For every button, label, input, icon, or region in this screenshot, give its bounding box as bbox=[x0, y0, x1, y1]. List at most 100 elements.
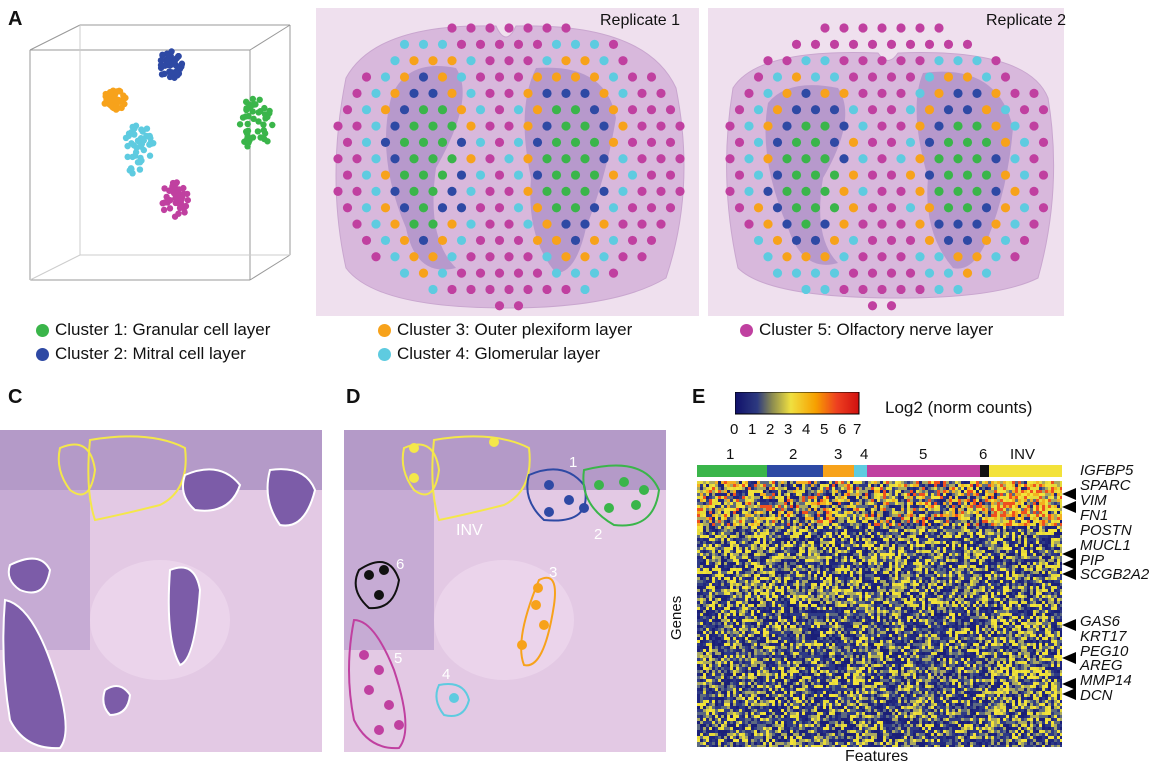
heatmap-cell bbox=[1033, 574, 1036, 577]
heatmap-cell bbox=[919, 550, 922, 553]
heatmap-cell bbox=[886, 541, 889, 544]
heatmap-cell bbox=[1006, 577, 1009, 580]
spatial-spot bbox=[466, 121, 476, 131]
heatmap-cell bbox=[856, 550, 859, 553]
heatmap-cell bbox=[955, 550, 958, 553]
heatmap-cell bbox=[907, 490, 910, 493]
heatmap-cell bbox=[1051, 535, 1054, 538]
heatmap-cell bbox=[874, 532, 877, 535]
heatmap-cell bbox=[919, 484, 922, 487]
heatmap-cell bbox=[706, 535, 709, 538]
heatmap-cell bbox=[748, 499, 751, 502]
heatmap-cell bbox=[844, 556, 847, 559]
heatmap-cell bbox=[994, 514, 997, 517]
heatmap-cell bbox=[958, 523, 961, 526]
heatmap-cell bbox=[1009, 580, 1012, 583]
heatmap-cell bbox=[796, 511, 799, 514]
heatmap-cell bbox=[1003, 562, 1006, 565]
heatmap-cell bbox=[793, 559, 796, 562]
heatmap-cell bbox=[709, 499, 712, 502]
heatmap-cell bbox=[814, 565, 817, 568]
heatmap-cell bbox=[946, 562, 949, 565]
heatmap-cell bbox=[958, 553, 961, 556]
heatmap-cell bbox=[748, 574, 751, 577]
heatmap-cell bbox=[943, 544, 946, 547]
spatial-spot bbox=[801, 252, 811, 262]
heatmap-cell bbox=[817, 487, 820, 490]
heatmap-cell bbox=[745, 547, 748, 550]
heatmap-cell bbox=[859, 571, 862, 574]
heatmap-cell bbox=[769, 562, 772, 565]
heatmap-cell bbox=[1012, 580, 1015, 583]
heatmap-cell bbox=[1015, 562, 1018, 565]
heatmap-cell bbox=[745, 502, 748, 505]
heatmap-cell bbox=[856, 505, 859, 508]
heatmap-cell bbox=[832, 562, 835, 565]
heatmap-cell bbox=[832, 532, 835, 535]
heatmap-cell bbox=[1060, 562, 1062, 565]
heatmap-cell bbox=[862, 487, 865, 490]
spatial-spot bbox=[810, 203, 821, 213]
heatmap-cell bbox=[877, 571, 880, 574]
heatmap-cell bbox=[1033, 544, 1036, 547]
heatmap-cell bbox=[724, 529, 727, 532]
heatmap-cell bbox=[832, 571, 835, 574]
heatmap-cell bbox=[922, 547, 925, 550]
heatmap-cell bbox=[784, 502, 787, 505]
heatmap-cell bbox=[955, 490, 958, 493]
heatmap-cell bbox=[742, 487, 745, 490]
spatial-spot bbox=[513, 301, 524, 311]
heatmap-cell bbox=[868, 496, 871, 499]
heatmap-cell bbox=[712, 508, 715, 511]
spatial-spot bbox=[475, 39, 486, 49]
heatmap-cell bbox=[1003, 496, 1006, 499]
heatmap-cell bbox=[766, 577, 769, 580]
heatmap-cell bbox=[943, 484, 946, 487]
heatmap-cell bbox=[763, 538, 766, 541]
heatmap-cell bbox=[1033, 520, 1036, 523]
heatmap-cell bbox=[1018, 508, 1021, 511]
heatmap-cell bbox=[1027, 487, 1030, 490]
heatmap-cell bbox=[748, 541, 751, 544]
heatmap-cell bbox=[769, 526, 772, 529]
heatmap-cell bbox=[802, 484, 805, 487]
heatmap-cell bbox=[829, 490, 832, 493]
heatmap-cell bbox=[877, 565, 880, 568]
heatmap-cell bbox=[796, 556, 799, 559]
heatmap-cell bbox=[757, 493, 760, 496]
heatmap-cell bbox=[994, 556, 997, 559]
heatmap-cell bbox=[913, 547, 916, 550]
heatmap-cell bbox=[916, 529, 919, 532]
heatmap-cell bbox=[793, 505, 796, 508]
heatmap-cell bbox=[859, 520, 862, 523]
spatial-spot bbox=[820, 56, 830, 66]
heatmap-cell bbox=[973, 493, 976, 496]
heatmap-cell bbox=[841, 538, 844, 541]
heatmap-cell bbox=[781, 535, 784, 538]
heatmap-cell bbox=[1054, 520, 1057, 523]
spatial-spot bbox=[725, 154, 735, 164]
heatmap-cell bbox=[853, 520, 856, 523]
heatmap-cell bbox=[943, 523, 946, 526]
heatmap-cell bbox=[931, 520, 934, 523]
heatmap-cell bbox=[937, 508, 940, 511]
heatmap-cell bbox=[697, 532, 700, 535]
heatmap-cell bbox=[931, 481, 934, 484]
legend-dot-icon bbox=[378, 323, 391, 337]
heatmap-cell bbox=[979, 556, 982, 559]
feature-group-bar bbox=[867, 465, 980, 477]
heatmap-cell bbox=[1000, 538, 1003, 541]
heatmap-cell bbox=[730, 556, 733, 559]
heatmap-cell bbox=[898, 556, 901, 559]
heatmap-cell bbox=[889, 502, 892, 505]
heatmap-cell bbox=[949, 562, 952, 565]
heatmap-cell bbox=[931, 535, 934, 538]
heatmap-cell bbox=[931, 514, 934, 517]
heatmap-cell bbox=[1036, 565, 1039, 568]
heatmap-cell bbox=[745, 583, 748, 586]
heatmap-cell bbox=[895, 547, 898, 550]
heatmap-cell bbox=[1024, 538, 1027, 541]
spatial-spot bbox=[390, 121, 400, 131]
heatmap-cell bbox=[895, 562, 898, 565]
heatmap-cell bbox=[757, 520, 760, 523]
